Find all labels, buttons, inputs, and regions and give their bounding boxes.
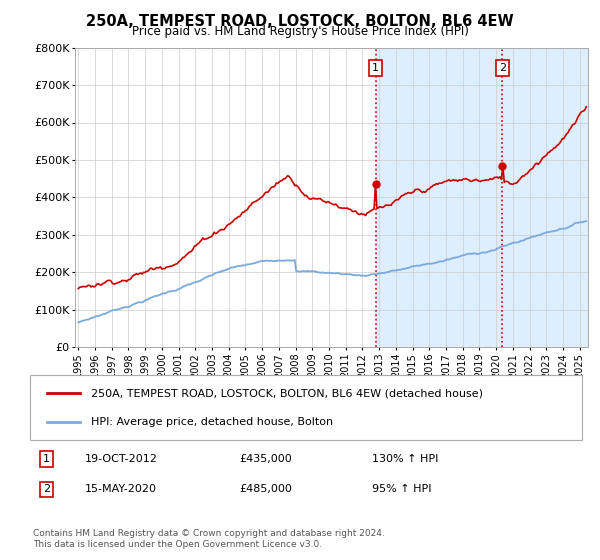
Text: 95% ↑ HPI: 95% ↑ HPI — [372, 484, 432, 494]
Text: Contains HM Land Registry data © Crown copyright and database right 2024.
This d: Contains HM Land Registry data © Crown c… — [33, 529, 385, 549]
Text: 130% ↑ HPI: 130% ↑ HPI — [372, 454, 439, 464]
Bar — [376, 48, 588, 347]
Text: £485,000: £485,000 — [240, 484, 293, 494]
Text: 1: 1 — [43, 454, 50, 464]
Text: HPI: Average price, detached house, Bolton: HPI: Average price, detached house, Bolt… — [91, 417, 333, 427]
Text: Price paid vs. HM Land Registry's House Price Index (HPI): Price paid vs. HM Land Registry's House … — [131, 25, 469, 38]
Text: 15-MAY-2020: 15-MAY-2020 — [85, 484, 157, 494]
Text: 2: 2 — [499, 63, 506, 73]
Text: 250A, TEMPEST ROAD, LOSTOCK, BOLTON, BL6 4EW (detached house): 250A, TEMPEST ROAD, LOSTOCK, BOLTON, BL6… — [91, 388, 483, 398]
Text: 19-OCT-2012: 19-OCT-2012 — [85, 454, 158, 464]
Text: £435,000: £435,000 — [240, 454, 293, 464]
Text: 250A, TEMPEST ROAD, LOSTOCK, BOLTON, BL6 4EW: 250A, TEMPEST ROAD, LOSTOCK, BOLTON, BL6… — [86, 14, 514, 29]
FancyBboxPatch shape — [30, 375, 582, 440]
Text: 1: 1 — [372, 63, 379, 73]
Text: 2: 2 — [43, 484, 50, 494]
